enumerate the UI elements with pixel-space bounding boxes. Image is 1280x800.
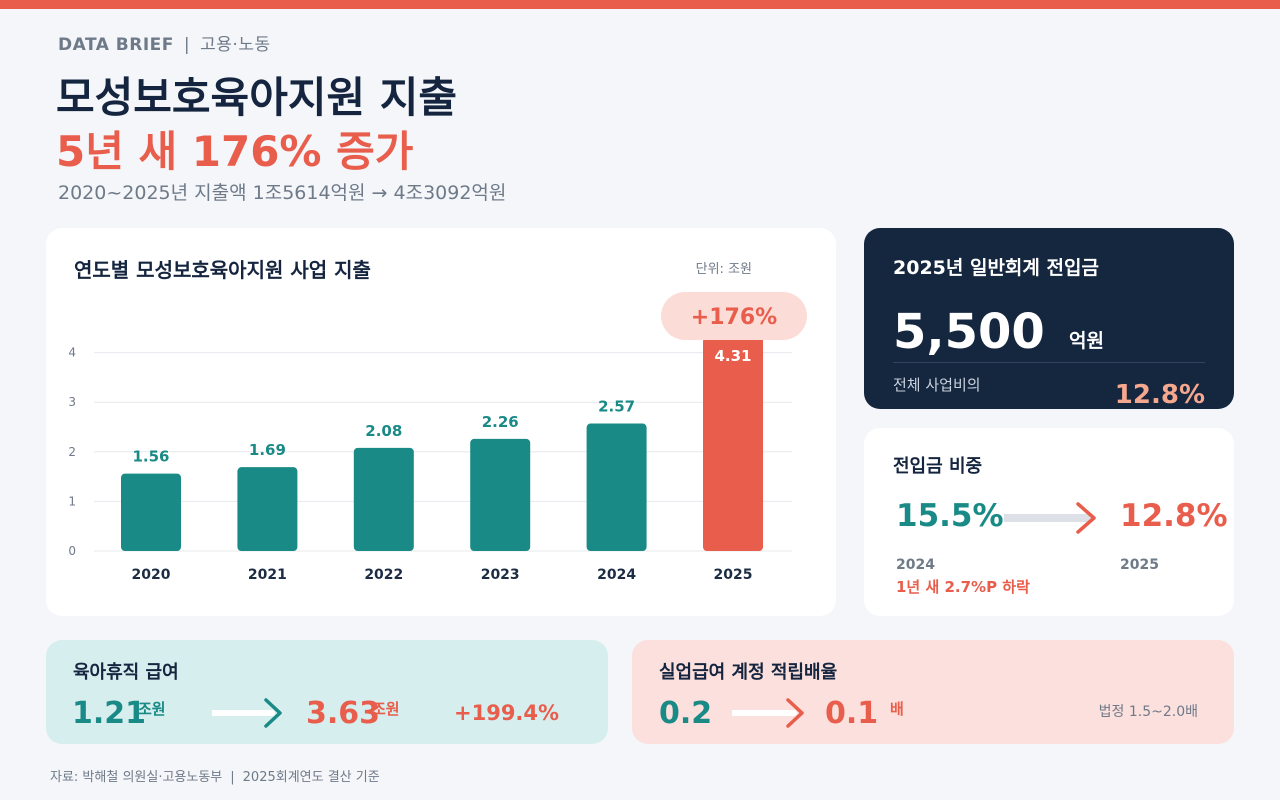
data-label: 2.26 [482,413,519,431]
top-accent-bar [0,0,1280,9]
data-label: 2.57 [598,398,635,416]
share-card-title: 전입금 비중 [893,456,983,477]
transfer-card: 2025년 일반회계 전입금 5,500 억원 전체 사업비의 12.8% [864,228,1234,410]
bar [121,473,181,551]
eyebrow: DATA BRIEF | 고용·노동 [58,30,271,55]
growth-badge [661,292,807,340]
source-text: 자료: 박해철 의원실·고용노동부 [50,770,223,785]
reserve-ratio-card: 실업급여 계정 적립배율 0.2 0.1 배 법정 1.5~2.0배 [632,640,1234,744]
reserve-to-value: 0.1 [825,696,879,731]
parental-leave-card: 육아휴직 급여 1.21 조원 3.63 조원 +199.4% [46,640,608,744]
arrow-right-icon [212,698,282,728]
leave-to-value: 3.63 [306,696,381,731]
reserve-from-value: 0.2 [659,696,713,731]
leave-to-unit: 조원 [372,700,400,718]
x-tick-label: 2023 [481,567,520,583]
y-tick-label: 4 [68,346,76,360]
data-label: 1.56 [132,448,169,466]
y-tick-label: 2 [68,445,76,459]
bar-chart: 0 1 2 3 4 1.56 2020 1.69 2021 2.08 2022 2.26 2023 2.5… [68,292,807,583]
leave-growth: +199.4% [454,701,560,725]
bar [237,467,298,551]
parental-leave-title: 육아휴직 급여 [73,662,179,683]
transfer-value: 5,500 [893,304,1045,360]
eyebrow-label: DATA BRIEF [58,35,174,55]
share-card: 전입금 비중 15.5% 12.8% 2024 2025 1년 새 2.7%P … [864,428,1234,616]
share-from-year: 2024 [896,557,935,573]
reserve-unit: 배 [890,700,904,718]
leave-from-unit: 조원 [138,700,166,718]
growth-badge-label: +176% [691,305,777,330]
footer-separator: | [230,770,235,785]
page-title: 모성보호육아지원 지출 [56,73,458,122]
chart-card: 0 1 2 3 4 1.56 2020 1.69 2021 2.08 2022 2.26 2023 2.5… [46,228,836,616]
transfer-ratio-value: 12.8% [1114,380,1205,410]
page-subtitle: 2020~2025년 지출액 1조5614억원 → 4조3092억원 [58,182,507,204]
leave-from-value: 1.21 [72,696,147,731]
arrow-right-icon [732,698,804,728]
transfer-unit: 억원 [1069,330,1104,352]
reserve-note: 법정 1.5~2.0배 [1098,704,1198,720]
share-to-value: 12.8% [1120,498,1228,534]
basis-text: 2025회계연도 결산 기준 [242,770,380,785]
x-tick-label: 2021 [248,567,287,583]
share-note: 1년 새 2.7%P 하락 [896,578,1030,596]
transfer-ratio-label: 전체 사업비의 [893,376,981,394]
share-from-value: 15.5% [896,498,1004,534]
share-to-year: 2025 [1120,557,1159,573]
bar [353,447,414,551]
y-tick-label: 0 [68,544,76,558]
y-tick-label: 1 [68,494,76,508]
chart-unit: 단위: 조원 [695,262,752,277]
eyebrow-category: 고용·노동 [200,35,271,55]
data-label: 2.08 [365,422,402,440]
reserve-ratio-title: 실업급여 계정 적립배율 [659,662,838,683]
x-tick-label: 2024 [597,567,636,583]
data-label: 1.69 [249,441,286,459]
bar [470,438,531,551]
page-title-highlight: 5년 새 176% 증가 [56,127,414,176]
arrow-right-icon [1004,502,1096,534]
bar [586,423,647,551]
y-tick-label: 3 [68,395,76,409]
source-footer: 자료: 박해철 의원실·고용노동부 | 2025회계연도 결산 기준 [50,766,380,785]
bar [703,337,763,551]
transfer-card-title: 2025년 일반회계 전입금 [893,257,1099,279]
divider [893,362,1205,363]
eyebrow-separator: | [183,35,191,55]
x-tick-label: 2020 [132,567,171,583]
data-label: 4.31 [714,347,751,365]
x-tick-label: 2022 [364,567,403,583]
x-tick-label: 2025 [714,567,753,583]
chart-title: 연도별 모성보호육아지원 사업 지출 [74,258,371,282]
